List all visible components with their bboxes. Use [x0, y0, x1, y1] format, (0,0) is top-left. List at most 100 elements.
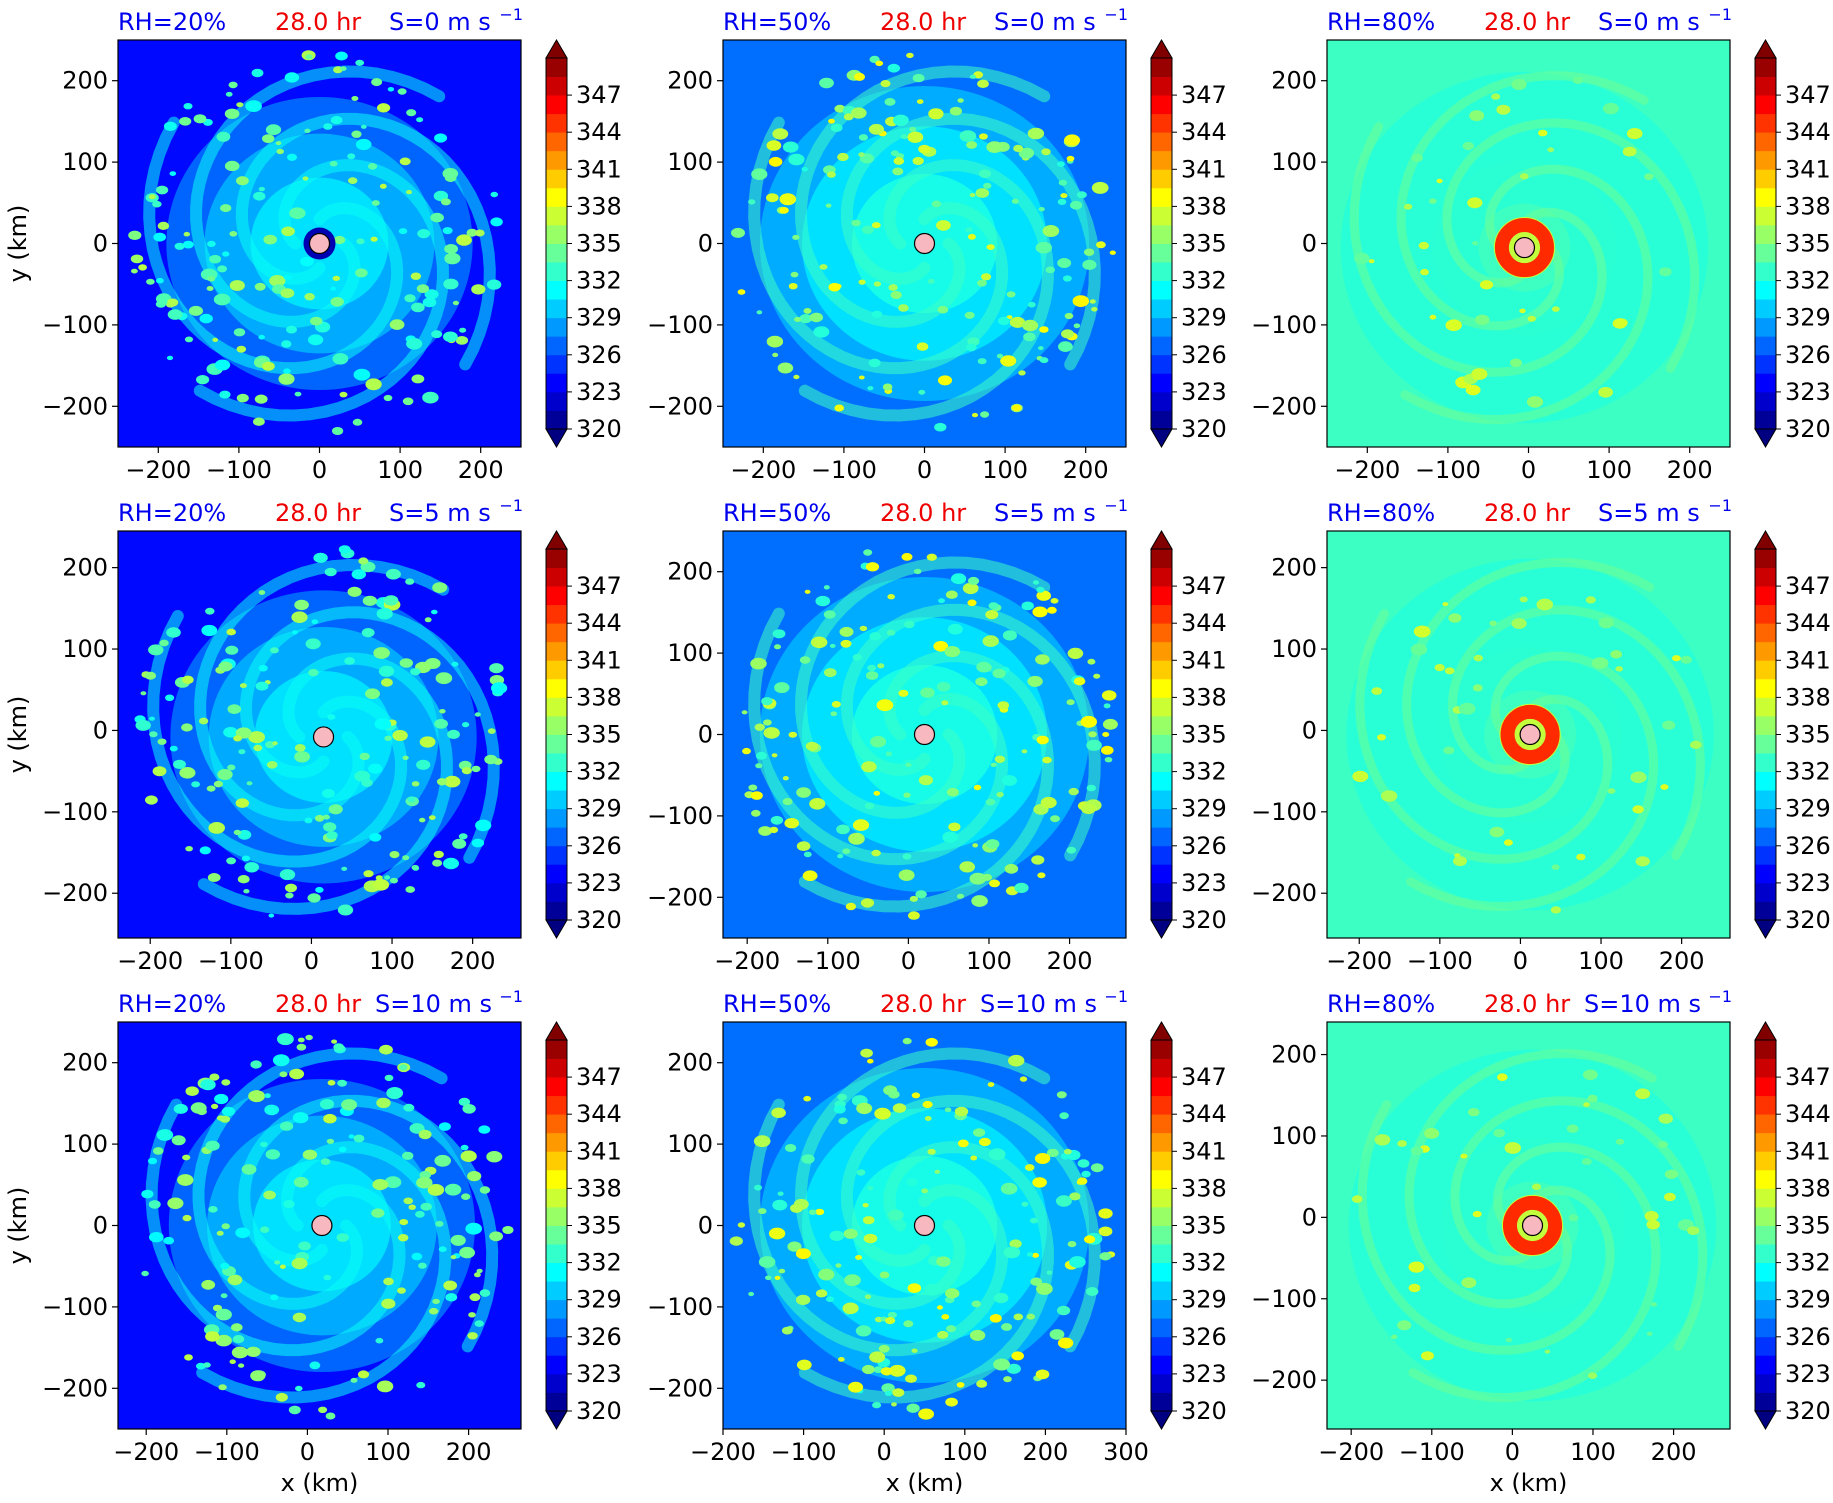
colorbar-tick-label: 335 [1785, 230, 1831, 258]
panel-rh-label: RH=50% [723, 499, 831, 527]
colorbar-tick-label: 323 [1181, 869, 1227, 897]
x-tick-label: −100 [198, 947, 264, 975]
colorbar-tick-label: 338 [1181, 1174, 1227, 1202]
panel-rh-label: RH=80% [1327, 8, 1435, 36]
colorbar-tick-label: 320 [1181, 1397, 1227, 1425]
y-tick-label: −200 [647, 883, 713, 911]
colorbar-tick-label: 341 [1785, 1137, 1831, 1165]
colorbar-tick-label: 344 [576, 609, 622, 637]
convective-cells [1351, 1069, 1700, 1379]
y-tick-label: 100 [1271, 1122, 1317, 1150]
panel-time-label: 28.0 hr [275, 8, 361, 36]
colorbar-tick-label: 347 [1181, 81, 1227, 109]
panel-shear-exponent: −1 [1104, 496, 1128, 515]
colorbar-tick-label: 335 [1181, 1212, 1227, 1240]
colorbar-tick-label: 332 [1181, 1249, 1227, 1277]
x-tick-label: 200 [446, 1438, 492, 1466]
x-tick-label: 200 [1667, 456, 1713, 484]
x-tick-label: −100 [1407, 947, 1473, 975]
y-tick-label: 100 [667, 639, 713, 667]
y-tick-label: −200 [42, 392, 108, 420]
colorbar-extend-max [1754, 39, 1777, 59]
storm-center-marker [913, 232, 936, 255]
x-tick-label: 0 [1521, 456, 1536, 484]
colorbar-extend-min [1754, 1410, 1777, 1430]
x-tick-label: −200 [113, 1438, 179, 1466]
colorbar-tick-label: 329 [1181, 795, 1227, 823]
colorbar-tick-label: 335 [576, 230, 622, 258]
x-tick-label: −100 [206, 456, 272, 484]
y-tick-label: 100 [62, 148, 108, 176]
heatmap-field [723, 531, 1126, 938]
colorbar-tick-label: 323 [1181, 378, 1227, 406]
x-tick-label: 100 [1570, 1438, 1616, 1466]
y-tick-label: −200 [1251, 1366, 1317, 1394]
colorbar-tick-label: 344 [1181, 118, 1227, 146]
colorbar-tick-label: 323 [576, 378, 622, 406]
y-axis-label: y (km) [4, 205, 32, 283]
colorbar-tick-label: 347 [576, 572, 622, 600]
y-tick-label: 100 [667, 1130, 713, 1158]
panel-1-3: −200 −100 0 100 200 −200 −100 0 100 200 RH=80% 28.0… [1251, 5, 1831, 484]
colorbar-tick-label: 329 [576, 304, 622, 332]
colorbar-tick-label: 347 [1181, 572, 1227, 600]
colorbar: 320 323 326 329 332 335 338 341 344 347 [1754, 39, 1831, 448]
colorbar-tick-label: 347 [1785, 1063, 1831, 1091]
convective-cells [729, 1037, 1116, 1420]
colorbar-tick-label: 323 [1785, 378, 1831, 406]
colorbar-extend-min [1754, 428, 1777, 448]
x-tick-label: −200 [690, 1438, 756, 1466]
panel-shear-exponent: −1 [1708, 987, 1732, 1006]
colorbar-tick-label: 320 [1181, 415, 1227, 443]
storm-center-marker [308, 232, 331, 255]
colorbar: 320 323 326 329 332 335 338 341 344 347 [545, 39, 622, 448]
axes-frame [1326, 1021, 1731, 1430]
x-tick-label: −200 [125, 456, 191, 484]
colorbar-tick-label: 335 [1785, 721, 1831, 749]
y-tick-label: −100 [42, 798, 108, 826]
panel-1-2: −200 −100 0 100 200 −200 −100 0 100 200 RH=50% 28.0… [647, 5, 1227, 484]
y-tick-label: 200 [667, 558, 713, 586]
storm-center-marker [1521, 1214, 1544, 1237]
colorbar-tick-label: 320 [1785, 415, 1831, 443]
x-tick-label: 0 [1505, 1438, 1520, 1466]
panel-shear-label: S=10 m s [1584, 990, 1701, 1018]
spiral-bands [1349, 71, 1700, 425]
convective-cells [141, 1033, 514, 1420]
colorbar-tick-label: 326 [1181, 832, 1227, 860]
x-tick-label: −200 [117, 947, 183, 975]
colorbar-extend-max [1150, 530, 1173, 550]
colorbar-extend-min [545, 428, 568, 448]
y-axis-label: y (km) [4, 1187, 32, 1265]
colorbar-tick-label: 341 [576, 155, 622, 183]
panel-2-2: −200 −100 0 100 200 −200 −100 0 100 200 RH=50% 28.0… [647, 496, 1227, 975]
panel-rh-label: RH=20% [118, 499, 226, 527]
colorbar-tick-label: 320 [576, 1397, 622, 1425]
colorbar-tick-label: 329 [1785, 304, 1831, 332]
colorbar-tick-label: 329 [1181, 304, 1227, 332]
x-axis-label: x (km) [1490, 1469, 1568, 1497]
y-tick-label: 0 [93, 1212, 108, 1240]
x-tick-label: 0 [901, 947, 916, 975]
colorbar-tick-label: 329 [1181, 1286, 1227, 1314]
y-tick-label: 200 [1271, 67, 1317, 95]
y-tick-label: 100 [62, 1130, 108, 1158]
convective-cells [1352, 596, 1702, 914]
panel-shear-label: S=0 m s [994, 8, 1096, 36]
colorbar-tick-label: 335 [576, 721, 622, 749]
x-tick-label: −200 [1334, 456, 1400, 484]
colorbar-extend-max [545, 1021, 568, 1041]
panel-rh-label: RH=80% [1327, 499, 1435, 527]
panel-shear-label: S=0 m s [389, 8, 491, 36]
convective-cells [731, 52, 1116, 432]
colorbar-extend-min [1150, 1410, 1173, 1430]
x-tick-label: 100 [1586, 456, 1632, 484]
colorbar-tick-label: 326 [576, 341, 622, 369]
panel-time-label: 28.0 hr [1484, 499, 1570, 527]
colorbar-tick-label: 326 [576, 1323, 622, 1351]
x-tick-label: 0 [312, 456, 327, 484]
storm-center-marker [312, 726, 335, 748]
y-tick-label: 200 [667, 67, 713, 95]
y-tick-label: 0 [698, 230, 713, 258]
